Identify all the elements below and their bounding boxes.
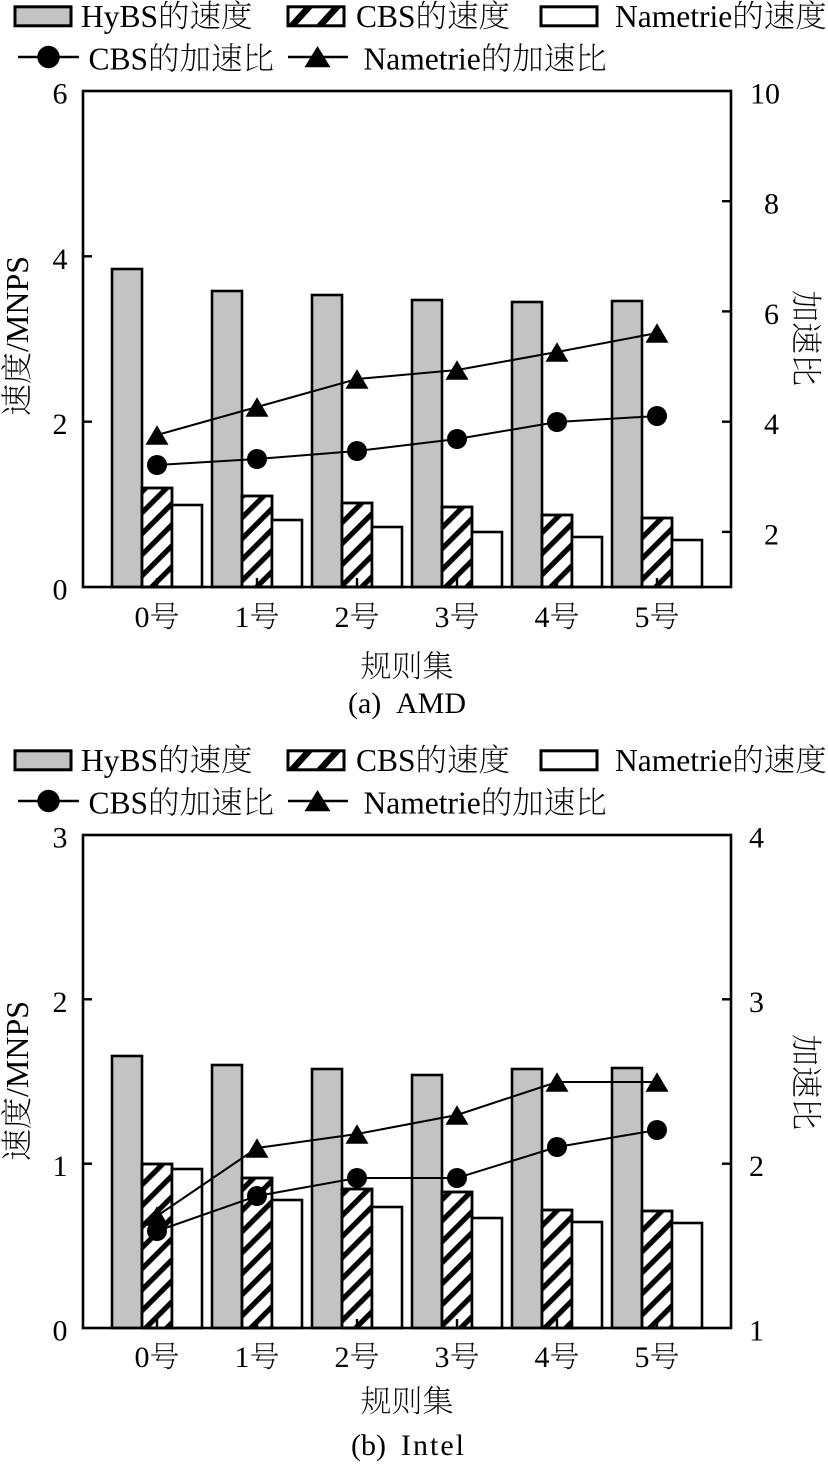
svg-text:1: 1 (235, 601, 250, 634)
svg-text:Nametrie: Nametrie (615, 0, 732, 34)
svg-text:(b): (b) (351, 1429, 386, 1462)
svg-text:4: 4 (535, 601, 550, 634)
svg-text:0: 0 (135, 601, 150, 634)
svg-text:2: 2 (335, 601, 350, 634)
svg-text:Nametrie: Nametrie (615, 743, 732, 778)
svg-text:Nametrie: Nametrie (364, 42, 481, 77)
svg-text:2: 2 (764, 518, 779, 551)
svg-text:/MNPS: /MNPS (0, 256, 35, 352)
svg-text:HyBS: HyBS (81, 0, 158, 34)
svg-text:AMD: AMD (396, 687, 466, 720)
svg-text:Intel: Intel (401, 1429, 466, 1462)
svg-text:1: 1 (235, 1341, 250, 1374)
svg-text:CBS: CBS (356, 0, 416, 34)
svg-text:1: 1 (749, 1315, 764, 1348)
svg-text:CBS: CBS (89, 786, 149, 821)
svg-text:3: 3 (435, 601, 450, 634)
svg-text:8: 8 (764, 188, 779, 221)
svg-text:4: 4 (535, 1341, 550, 1374)
svg-text:CBS: CBS (356, 743, 416, 778)
svg-text:4: 4 (53, 243, 68, 276)
svg-text:2: 2 (335, 1341, 350, 1374)
svg-text:/MNPS: /MNPS (0, 1001, 35, 1097)
svg-text:5: 5 (635, 601, 650, 634)
svg-text:3: 3 (749, 986, 764, 1019)
svg-text:4: 4 (749, 822, 764, 855)
svg-text:Nametrie: Nametrie (364, 786, 481, 821)
svg-text:(a): (a) (348, 687, 381, 720)
svg-text:4: 4 (764, 408, 779, 441)
svg-text:3: 3 (435, 1341, 450, 1374)
svg-text:1: 1 (53, 1150, 68, 1183)
svg-text:0: 0 (53, 574, 68, 607)
svg-text:6: 6 (53, 78, 68, 111)
svg-text:2: 2 (749, 1150, 764, 1183)
svg-text:0: 0 (135, 1341, 150, 1374)
svg-text:10: 10 (750, 78, 780, 111)
svg-text:2: 2 (53, 408, 68, 441)
svg-text:6: 6 (764, 298, 779, 331)
svg-text:0: 0 (53, 1315, 68, 1348)
svg-text:2: 2 (53, 986, 68, 1019)
svg-text:3: 3 (53, 822, 68, 855)
svg-text:HyBS: HyBS (81, 743, 158, 778)
svg-text:5: 5 (635, 1341, 650, 1374)
svg-text:CBS: CBS (89, 42, 149, 77)
